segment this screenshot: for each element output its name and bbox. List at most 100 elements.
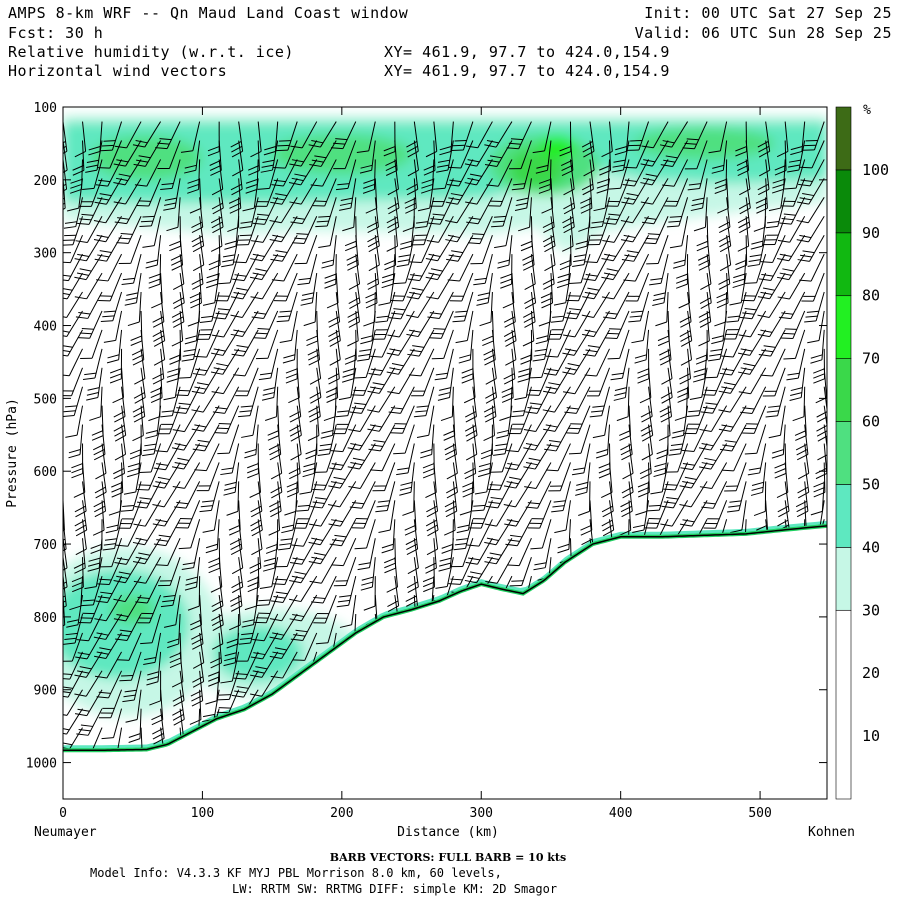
barb-flag	[323, 416, 336, 422]
barb-flag	[602, 529, 614, 537]
wind-barb	[711, 310, 728, 345]
wind-barb	[429, 310, 454, 339]
wind-barb	[810, 329, 825, 364]
barb-shaft	[213, 500, 220, 531]
barb-flag	[87, 387, 100, 391]
wind-barb	[99, 538, 123, 568]
barb-flag	[120, 509, 133, 512]
wind-barb	[538, 159, 552, 194]
wind-barb	[375, 481, 396, 513]
wind-barb	[742, 272, 767, 302]
barb-shaft	[456, 197, 474, 224]
wind-barb	[738, 310, 767, 338]
barb-flag	[210, 586, 222, 593]
barb-shaft	[374, 178, 378, 209]
barb-shaft	[63, 651, 64, 655]
barb-flag	[289, 425, 301, 432]
barb-flag	[774, 473, 787, 479]
barb-flag	[729, 500, 742, 503]
barb-flag	[316, 220, 329, 223]
barb-flag	[738, 334, 751, 338]
barb-flag	[714, 178, 727, 184]
barb-flag	[66, 619, 79, 623]
wind-barb	[273, 272, 298, 302]
barb-flag	[710, 348, 723, 352]
barb-flag	[312, 488, 325, 491]
wind-barb	[336, 575, 357, 608]
barb-flag	[257, 328, 270, 330]
wind-barb	[386, 197, 400, 234]
barb-flag	[212, 411, 225, 414]
barb-flag	[117, 634, 130, 637]
wind-barb	[230, 291, 259, 318]
barb-shaft	[489, 443, 493, 474]
wind-barb	[425, 500, 439, 537]
barb-flag	[349, 506, 362, 509]
barb-flag	[236, 287, 249, 291]
barb-flag	[406, 600, 418, 607]
barb-flag	[65, 434, 78, 438]
barb-flag	[331, 463, 344, 466]
barb-flag	[653, 472, 666, 478]
barb-flag	[279, 310, 292, 313]
barb-flag	[278, 315, 291, 318]
wind-barb	[390, 405, 415, 434]
wind-barb	[356, 121, 376, 154]
barb-flag	[137, 501, 150, 505]
wind-barb	[63, 557, 68, 590]
barb-shaft	[410, 216, 415, 247]
barb-flag	[520, 354, 532, 360]
barb-flag	[425, 258, 438, 262]
wind-barb	[378, 273, 396, 306]
barb-flag	[518, 226, 530, 232]
wind-barb-column	[757, 121, 790, 556]
barb-flag	[163, 396, 176, 401]
barb-flag	[363, 321, 375, 327]
model-info-line-2: LW: RRTM SW: RRTMG DIFF: simple KM: 2D S…	[232, 882, 558, 896]
barb-flag	[145, 434, 158, 439]
wind-barb	[406, 159, 419, 196]
barb-flag	[51, 639, 62, 643]
barb-flag	[39, 747, 51, 749]
barb-shaft	[444, 159, 454, 189]
barb-flag	[463, 397, 476, 404]
barb-flag	[406, 314, 419, 318]
colorbar-tick-label: 60	[862, 413, 880, 431]
barb-flag	[227, 226, 239, 233]
barb-flag	[744, 282, 757, 284]
barb-flag	[553, 302, 566, 306]
barb-flag	[774, 165, 787, 171]
barb-flag	[122, 504, 135, 507]
barb-flag	[758, 188, 770, 196]
barb-flag	[568, 308, 581, 311]
barb-shaft	[661, 462, 669, 492]
barb-flag	[278, 547, 291, 551]
barb-flag	[146, 676, 159, 681]
wind-barb	[465, 537, 493, 565]
barb-flag	[176, 407, 189, 410]
barb-flag	[314, 497, 327, 500]
barb-shaft	[73, 386, 83, 416]
barb-flag	[105, 529, 118, 534]
barb-flag	[124, 302, 137, 306]
wind-barb	[780, 310, 806, 340]
barb-shaft	[490, 291, 493, 323]
barb-shaft	[398, 310, 415, 338]
barb-shaft	[583, 443, 591, 474]
barb-flag	[96, 279, 109, 282]
barb-shaft	[342, 424, 357, 452]
wind-barb	[308, 519, 337, 546]
barb-shaft	[374, 216, 380, 247]
barb-flag	[406, 140, 418, 148]
barb-flag	[211, 334, 224, 338]
wind-barb	[184, 310, 201, 345]
barb-flag	[288, 182, 301, 186]
wind-barb	[347, 291, 360, 328]
barb-flag	[660, 523, 673, 527]
wind-barb	[318, 216, 337, 249]
wind-barb	[601, 253, 630, 281]
barb-flag	[434, 377, 447, 381]
wind-barb	[211, 329, 240, 356]
barb-flag	[251, 548, 263, 556]
barb-flag	[716, 292, 728, 299]
